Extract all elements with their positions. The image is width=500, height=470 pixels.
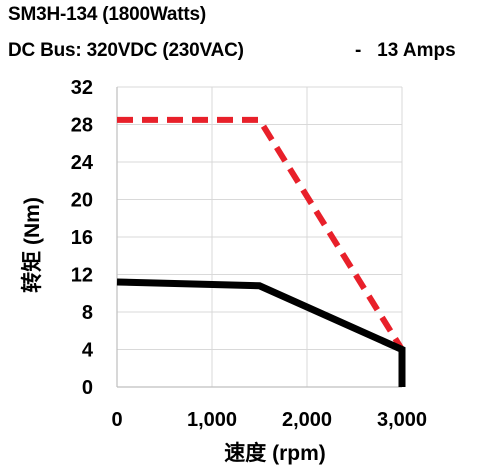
y-axis-title: 转矩 (Nm) bbox=[20, 197, 44, 293]
y-tick-label-12: 12 bbox=[71, 265, 93, 287]
x-tick-label-1000: 1,000 bbox=[187, 409, 237, 431]
y-tick-label-16: 16 bbox=[71, 227, 93, 249]
y-tick-label-4: 4 bbox=[82, 340, 94, 362]
y-tick-label-20: 20 bbox=[71, 190, 93, 212]
y-tick-label-0: 0 bbox=[82, 377, 93, 399]
grid bbox=[117, 86, 403, 387]
peak-torque-line bbox=[117, 116, 405, 387]
x-tick-label-2000: 2,000 bbox=[282, 409, 332, 431]
continuous-torque-line bbox=[116, 278, 406, 387]
x-axis-title: 速度 (rpm) bbox=[224, 441, 326, 465]
chart-subtitle-bus: DC Bus: 320VDC (230VAC) bbox=[8, 40, 244, 61]
axes bbox=[116, 87, 402, 388]
series bbox=[116, 116, 406, 387]
y-tick-label-28: 28 bbox=[71, 115, 93, 137]
chart-title: SM3H-134 (1800Watts) bbox=[8, 4, 207, 25]
y-tick-label-24: 24 bbox=[71, 152, 94, 174]
chart-subtitle-current: - 13 Amps bbox=[355, 40, 456, 61]
y-tick-label-8: 8 bbox=[82, 302, 93, 324]
tick-labels: 0 4 8 12 16 20 24 28 32 0 1,000 2,000 3,000 bbox=[71, 77, 427, 431]
x-tick-label-0: 0 bbox=[111, 409, 122, 431]
x-tick-label-3000: 3,000 bbox=[377, 409, 427, 431]
y-tick-label-32: 32 bbox=[71, 77, 93, 99]
